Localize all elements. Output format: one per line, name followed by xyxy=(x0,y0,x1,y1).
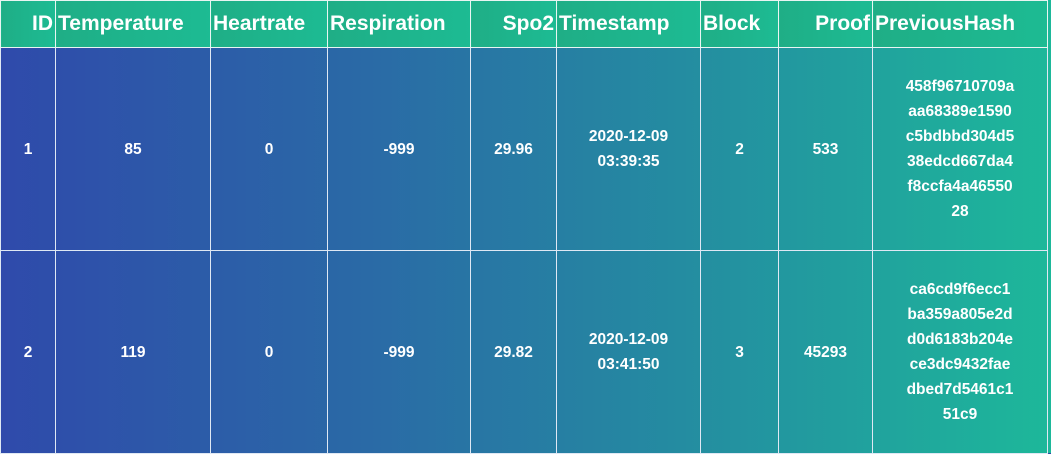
hash-line: ba359a805e2d xyxy=(907,306,1013,323)
hash-cell: ca6cd9f6ecc1 ba359a805e2d d0d6183b204e ce3d… xyxy=(872,250,1048,454)
hash-line: ca6cd9f6ecc1 xyxy=(909,281,1011,298)
table-row: 2 119 0 -999 29.82 2020-12-09 03:41:50 3 45293 c… xyxy=(0,250,1048,454)
timestamp-cell: 2020-12-09 03:41:50 xyxy=(556,250,701,454)
timestamp: 2020-12-09 03:39:35 xyxy=(588,128,669,170)
table-row: 1 85 0 -999 29.96 2020-12-09 03:39:35 2 533 458f… xyxy=(0,47,1048,251)
hash-line: aa68389e1590 xyxy=(908,103,1012,120)
column-header: PreviousHash xyxy=(872,0,1048,48)
hash-line: c5bdbbd304d5 xyxy=(905,128,1015,145)
hash-cell: 458f96710709a aa68389e1590 c5bdbbd304d5 38e… xyxy=(872,47,1048,251)
table-cell: -999 xyxy=(327,47,471,251)
hash-line: 28 xyxy=(951,203,969,220)
table-cell: 3 xyxy=(700,250,779,454)
hash-line: 51c9 xyxy=(942,406,978,423)
table-cell: 29.82 xyxy=(470,250,557,454)
table-cell: 1 xyxy=(0,47,56,251)
hash-line: f8ccfa4a46550 xyxy=(907,178,1013,195)
table-cell: 0 xyxy=(210,250,328,454)
column-header: Respiration xyxy=(327,0,471,48)
column-header: Heartrate xyxy=(210,0,328,48)
table-body: 1 85 0 -999 29.96 2020-12-09 03:39:35 2 533 458f… xyxy=(0,47,1048,454)
table-cell: 2 xyxy=(700,47,779,251)
column-header: Temperature xyxy=(55,0,211,48)
column-header: Timestamp xyxy=(556,0,701,48)
table-cell: 533 xyxy=(778,47,873,251)
header-row: ID Temperature Heartrate Respiration Spo2 Tim… xyxy=(0,0,1048,48)
column-header: Spo2 xyxy=(470,0,557,48)
table-cell: 29.96 xyxy=(470,47,557,251)
column-header: ID xyxy=(0,0,56,48)
column-header: Block xyxy=(700,0,779,48)
column-header: Proof xyxy=(778,0,873,48)
table-cell: -999 xyxy=(327,250,471,454)
hash-line: 38edcd667da4 xyxy=(907,153,1013,170)
table-cell: 45293 xyxy=(778,250,873,454)
hash-line: d0d6183b204e xyxy=(907,331,1013,348)
timestamp: 2020-12-09 03:41:50 xyxy=(588,331,669,373)
table-cell: 85 xyxy=(55,47,211,251)
table-cell: 0 xyxy=(210,47,328,251)
table-cell: 119 xyxy=(55,250,211,454)
hash-line: 458f96710709a xyxy=(905,78,1015,95)
hash-line: dbed7d5461c1 xyxy=(906,381,1014,398)
timestamp-cell: 2020-12-09 03:39:35 xyxy=(556,47,701,251)
table-cell: 2 xyxy=(0,250,56,454)
hash-line: ce3dc9432fae xyxy=(909,356,1011,373)
